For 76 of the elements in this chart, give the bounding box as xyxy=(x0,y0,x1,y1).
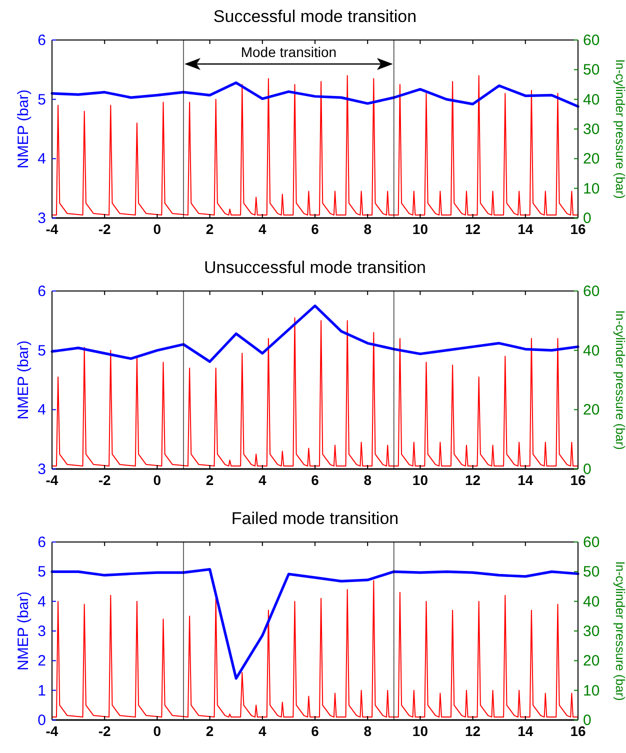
y2-tick-label: 10 xyxy=(583,180,600,198)
x-tick-label: 14 xyxy=(518,723,534,739)
y2-axis-title: In-cylinder pressure (bar) xyxy=(613,310,626,450)
y2-tick-label: 50 xyxy=(583,564,600,581)
x-tick-label: 2 xyxy=(206,723,214,739)
y-tick-label: 6 xyxy=(38,534,46,551)
x-tick-label: 6 xyxy=(311,221,320,237)
x-tick-label: 4 xyxy=(258,221,266,237)
y2-axis-title: In-cylinder pressure (bar) xyxy=(613,561,626,701)
y2-tick-label: 40 xyxy=(583,91,600,108)
y-tick-label: 5 xyxy=(38,342,46,360)
x-tick-label: 2 xyxy=(206,221,214,237)
x-tick-label: 6 xyxy=(311,472,320,488)
x-tick-label: -4 xyxy=(46,723,58,739)
x-tick-label: 12 xyxy=(465,723,481,739)
x-tick-label: 0 xyxy=(153,472,162,488)
x-tick-label: 14 xyxy=(518,221,534,237)
x-tick-label: -4 xyxy=(46,221,58,237)
x-tick-label: 12 xyxy=(465,472,481,488)
x-tick-label: 12 xyxy=(465,221,481,237)
y2-tick-label: 40 xyxy=(583,593,600,610)
line-series xyxy=(50,81,580,108)
x-tick-label: 16 xyxy=(570,723,586,739)
y-tick-label: 4 xyxy=(38,402,46,419)
x-tick-label: 4 xyxy=(258,723,266,739)
y-axis-title: NMEP (bar) xyxy=(15,592,32,670)
y2-tick-label: 40 xyxy=(583,342,600,360)
y-tick-label: 4 xyxy=(38,150,46,168)
y2-tick-label: 20 xyxy=(583,652,600,670)
x-tick-label: 10 xyxy=(412,723,428,739)
y-tick-label: 6 xyxy=(38,32,46,49)
line-series xyxy=(52,75,578,216)
chart-title: Unsuccessful mode transition xyxy=(204,258,426,277)
x-tick-label: 6 xyxy=(311,723,320,739)
y-tick-label: 5 xyxy=(38,91,46,108)
x-tick-label: 10 xyxy=(412,221,428,237)
y-tick-label: 4 xyxy=(38,593,46,610)
y-tick-label: 1 xyxy=(38,682,46,700)
y-tick-label: 6 xyxy=(38,283,46,300)
y2-axis-title: In-cylinder pressure (bar) xyxy=(613,59,626,199)
y2-tick-label: 20 xyxy=(583,150,600,168)
y2-tick-label: 60 xyxy=(583,534,600,551)
x-tick-label: -2 xyxy=(98,221,112,237)
y-tick-label: 2 xyxy=(38,652,46,670)
chart-title: Failed mode transition xyxy=(231,509,399,528)
y-tick-label: 3 xyxy=(38,623,46,640)
x-tick-label: -2 xyxy=(98,472,112,488)
x-tick-label: 4 xyxy=(258,472,266,488)
y2-tick-label: 20 xyxy=(583,402,600,419)
y2-tick-label: 50 xyxy=(583,62,600,79)
y-tick-label: 3 xyxy=(38,210,46,227)
x-tick-label: 16 xyxy=(570,221,586,237)
x-tick-label: 0 xyxy=(153,221,162,237)
y2-tick-label: 60 xyxy=(583,283,600,300)
x-tick-label: 10 xyxy=(412,472,428,488)
y2-tick-label: 10 xyxy=(583,682,600,700)
x-tick-label: 16 xyxy=(570,472,586,488)
x-tick-label: -2 xyxy=(98,723,112,739)
chart-title: Successful mode transition xyxy=(213,7,417,26)
line-series xyxy=(52,580,578,718)
x-tick-label: 8 xyxy=(364,723,372,739)
y-tick-label: 5 xyxy=(38,564,46,581)
x-tick-label: 14 xyxy=(518,472,534,488)
y2-tick-label: 60 xyxy=(583,32,600,49)
x-tick-label: 2 xyxy=(206,472,214,488)
line-series xyxy=(52,317,578,467)
x-tick-label: 8 xyxy=(364,472,372,488)
x-tick-label: -4 xyxy=(46,472,58,488)
y-axis-title: NMEP (bar) xyxy=(15,340,32,420)
x-tick-label: 8 xyxy=(364,221,372,237)
annotation: Mode transition xyxy=(240,44,337,60)
y2-tick-label: 30 xyxy=(583,623,600,640)
y-axis-title: NMEP (bar) xyxy=(15,90,32,168)
x-tick-label: 0 xyxy=(153,723,162,739)
y-tick-label: 3 xyxy=(38,461,46,478)
y2-tick-label: 30 xyxy=(583,121,600,138)
